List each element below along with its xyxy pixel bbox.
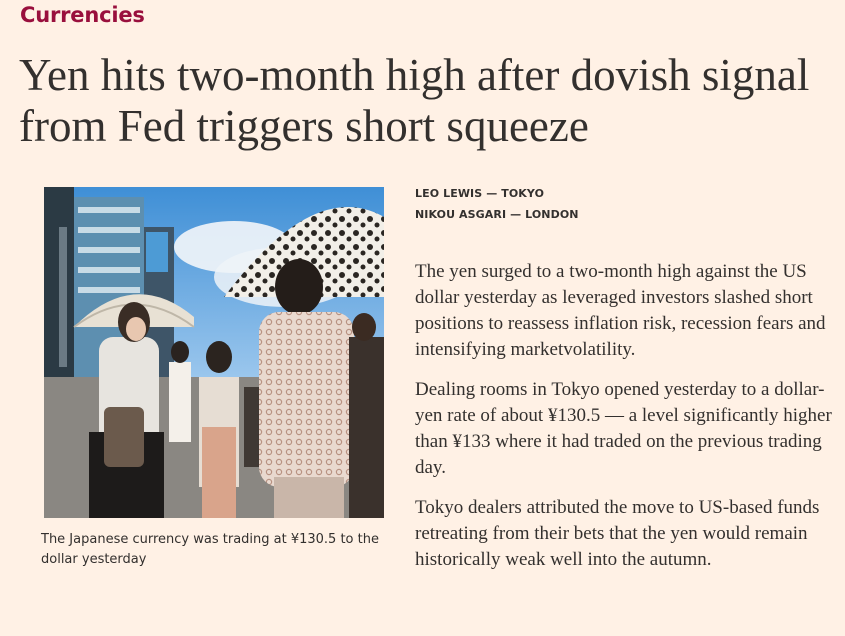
body-paragraph: The yen surged to a two-month high again… — [415, 261, 826, 360]
byline-author-1[interactable]: LEO LEWIS — TOKYO — [415, 187, 545, 200]
article-photo — [44, 187, 384, 518]
section-label[interactable]: Currencies — [20, 3, 145, 27]
photo-caption: The Japanese currency was trading at ¥13… — [41, 532, 379, 567]
bylines: LEO LEWIS — TOKYO NIKOU ASGARI — LONDON — [415, 183, 579, 225]
headline: Yen hits two-month high after dovish sig… — [19, 50, 810, 151]
byline-author-2[interactable]: NIKOU ASGARI — LONDON — [415, 208, 579, 221]
article-body: The yen surged to a two-month high again… — [415, 259, 835, 587]
body-paragraph: Dealing rooms in Tokyo opened yesterday … — [415, 379, 832, 478]
body-paragraph: Tokyo dealers attributed the move to US-… — [415, 497, 820, 570]
